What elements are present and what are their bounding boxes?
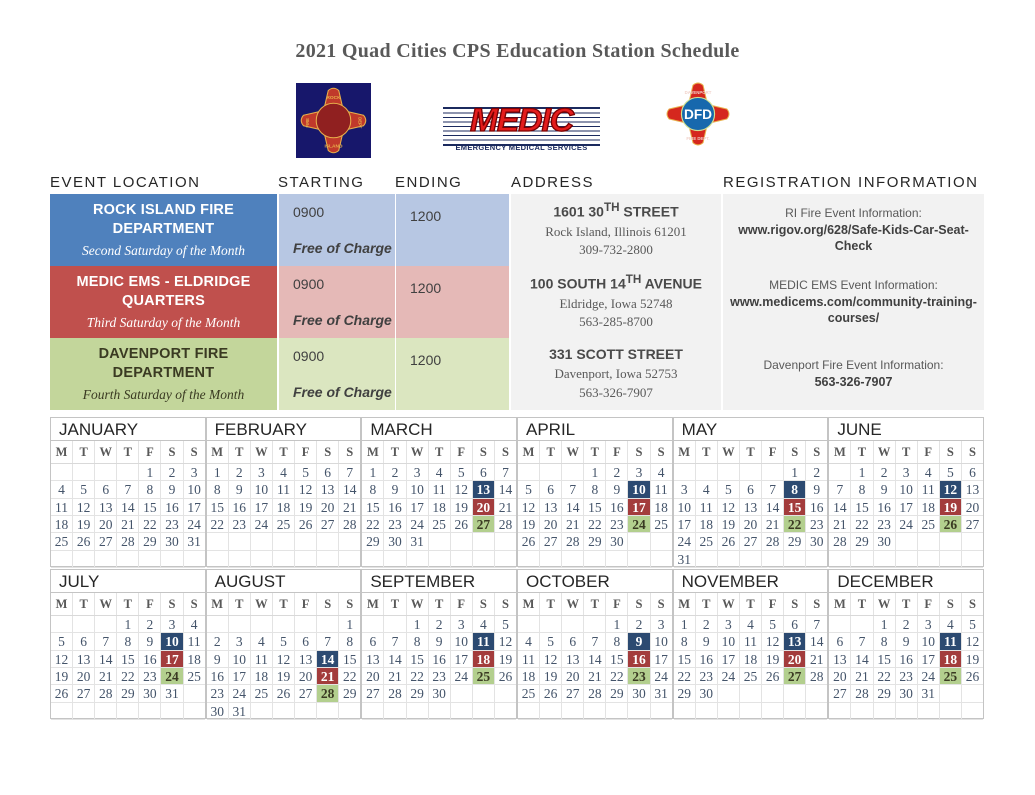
svg-text:ISLAND: ISLAND	[324, 144, 343, 150]
svg-text:DAVENPORT: DAVENPORT	[685, 90, 712, 95]
svg-text:ROCK: ROCK	[326, 95, 341, 101]
svg-text:FIRE DEPT.: FIRE DEPT.	[686, 136, 709, 141]
svg-text:DEPT: DEPT	[357, 117, 362, 128]
svg-text:FIRE: FIRE	[305, 118, 310, 128]
svg-text:DFD: DFD	[684, 107, 712, 122]
